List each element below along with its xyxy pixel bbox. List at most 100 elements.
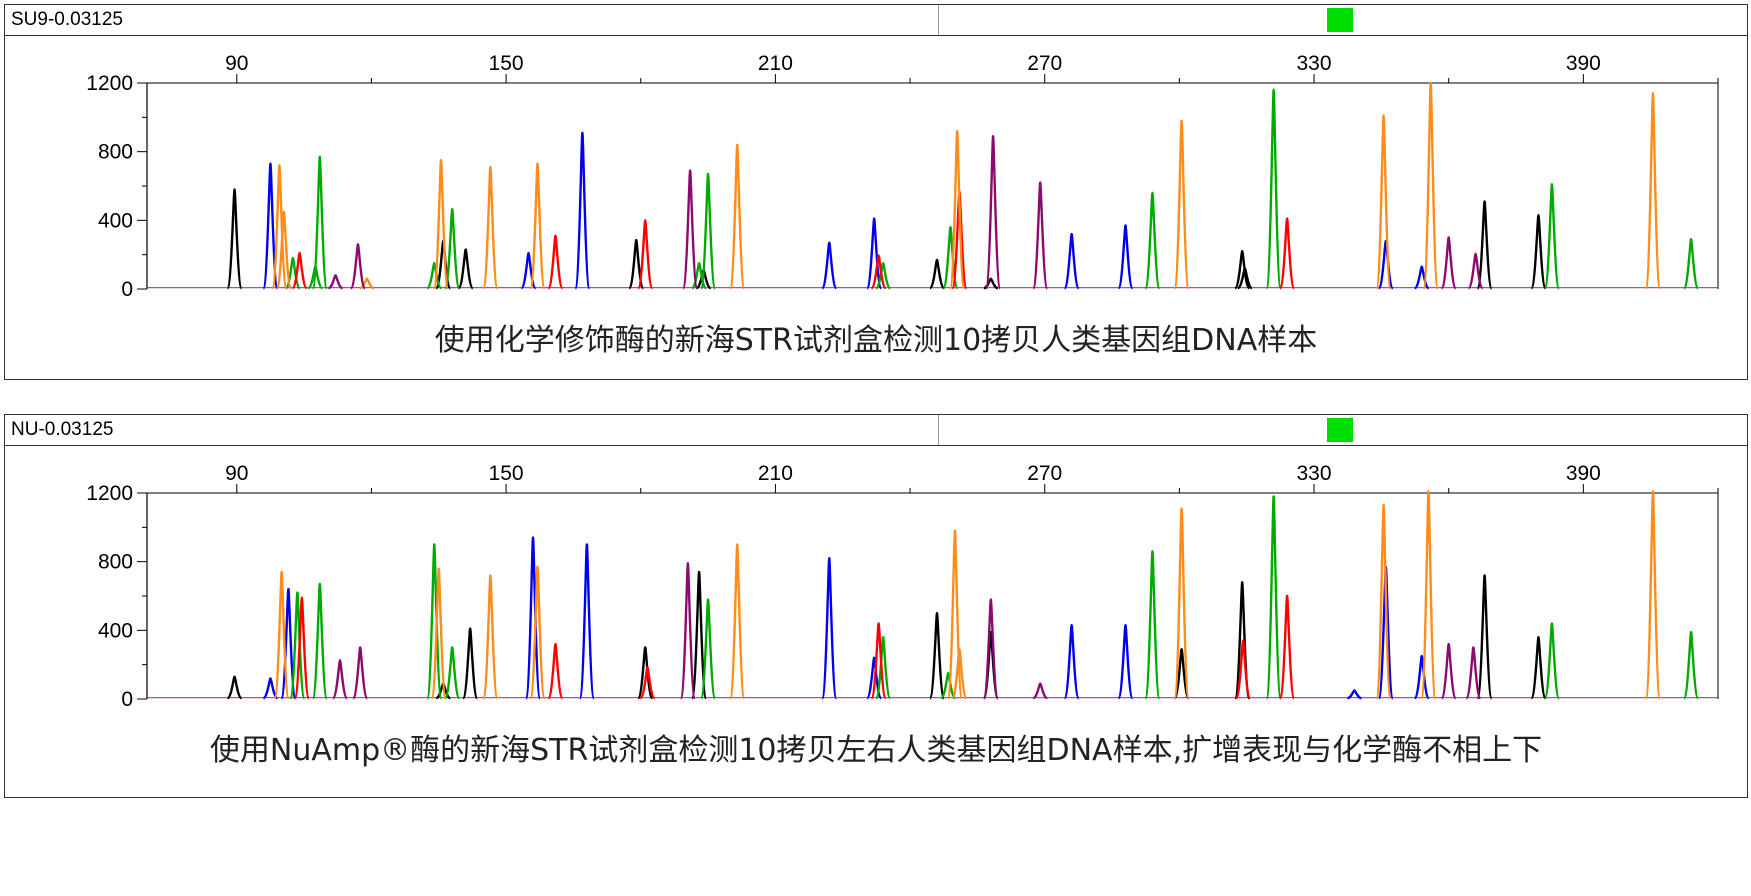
peak-purple — [1032, 682, 1048, 700]
peak-green — [1144, 550, 1161, 700]
peak-green — [1682, 630, 1700, 700]
series-blue — [262, 131, 1430, 290]
peak-blue — [1063, 232, 1080, 290]
panel-1-title-bar: SU9-0.03125 — [5, 5, 1747, 36]
peak-black — [690, 570, 708, 700]
peak-orange — [729, 543, 746, 700]
x-tick-label: 270 — [1027, 52, 1062, 75]
plot-frame — [146, 492, 1719, 699]
peak-green — [699, 598, 717, 700]
peak-orange — [946, 529, 964, 700]
peak-orange — [1375, 503, 1392, 700]
x-tick-label: 210 — [758, 462, 793, 485]
peak-black — [461, 627, 479, 700]
peak-red — [293, 596, 311, 700]
x-tick-label: 90 — [225, 52, 248, 75]
peak-purple — [1440, 642, 1457, 700]
peak-blue — [1377, 239, 1395, 290]
panel-1-green-marker[interactable] — [1327, 8, 1353, 32]
peak-purple — [681, 169, 699, 290]
peak-purple — [1440, 236, 1457, 290]
peak-red — [639, 666, 656, 700]
series-orange — [271, 81, 1662, 290]
x-tick-label: 150 — [489, 462, 524, 485]
peak-orange — [430, 567, 447, 700]
peak-orange — [729, 143, 746, 290]
peak-blue — [1414, 265, 1430, 290]
peak-blue — [1347, 689, 1362, 700]
peak-purple — [328, 274, 344, 290]
peak-red — [291, 251, 308, 290]
peak-purple — [679, 562, 697, 700]
peak-blue — [524, 536, 542, 700]
peak-purple — [1032, 181, 1049, 290]
series-green — [289, 495, 1700, 700]
peak-purple — [331, 659, 349, 700]
peak-orange — [1644, 490, 1662, 700]
peak-orange — [1173, 119, 1190, 290]
peak-orange — [271, 164, 288, 290]
peak-black — [1233, 250, 1251, 290]
peak-purple — [982, 598, 1000, 700]
series-black — [226, 188, 1547, 290]
series-red — [293, 594, 1296, 700]
peak-black — [928, 611, 946, 700]
peak-black — [983, 277, 999, 290]
peak-black — [457, 248, 474, 290]
x-tick-label: 330 — [1297, 462, 1332, 485]
electropherogram-panel-1: SU9-0.03125 90 150 210 270 330 390 0 400 800 1200… — [4, 4, 1748, 380]
peak-red — [637, 219, 654, 290]
y-tick-label: 800 — [98, 141, 133, 164]
series-orange — [273, 490, 1662, 700]
peak-blue — [574, 131, 591, 290]
peak-purple — [1467, 252, 1484, 290]
y-tick-label: 800 — [98, 551, 133, 574]
y-tick-label: 400 — [98, 209, 133, 232]
peak-green — [443, 646, 461, 700]
peak-red — [547, 234, 564, 290]
panel-2-plot: 90 150 210 270 330 390 0 400 800 1200 — [86, 462, 1719, 711]
panel-2-green-marker[interactable] — [1327, 418, 1353, 442]
x-tick-label: 270 — [1027, 462, 1062, 485]
peak-black — [1530, 213, 1547, 290]
peak-blue — [865, 217, 883, 290]
x-tick-label: 150 — [489, 52, 524, 75]
peak-blue — [1063, 623, 1080, 700]
panel-1-title: SU9-0.03125 — [11, 9, 123, 30]
panel-2-title: NU-0.03125 — [11, 419, 114, 440]
y-tick-label: 400 — [98, 619, 133, 642]
x-tick-label: 90 — [225, 462, 248, 485]
peak-blue — [1117, 224, 1134, 290]
peak-black — [226, 675, 243, 700]
peak-purple — [1465, 646, 1482, 700]
x-tick-label: 210 — [758, 52, 793, 75]
peak-black — [1173, 648, 1190, 700]
peak-purple — [984, 135, 1002, 290]
peak-black — [1476, 200, 1493, 290]
peak-orange — [529, 565, 546, 700]
peak-orange — [1173, 507, 1190, 700]
peak-orange — [482, 165, 499, 290]
peak-orange — [948, 129, 966, 290]
peak-red — [1278, 594, 1296, 700]
peak-green — [874, 635, 892, 700]
x-tick-label: 390 — [1566, 462, 1601, 485]
peak-red — [547, 642, 564, 700]
peak-blue — [821, 557, 838, 700]
panel-1-title-divider — [938, 5, 939, 35]
peak-green — [289, 591, 306, 700]
peak-purple — [349, 243, 367, 290]
peak-orange — [1422, 81, 1439, 290]
panel-1-caption: 使用化学修饰酶的新海STR试剂盒检测10拷贝人类基因组DNA样本 — [434, 323, 1318, 358]
peak-black — [637, 646, 654, 700]
peak-red — [1278, 217, 1296, 290]
peak-blue — [578, 543, 596, 700]
y-tick-label: 1200 — [86, 482, 133, 505]
peak-black — [1476, 574, 1493, 700]
peak-green — [1265, 88, 1282, 290]
peak-blue — [821, 241, 838, 290]
peak-orange — [273, 570, 290, 700]
panel-2-title-bar: NU-0.03125 — [5, 415, 1747, 446]
peak-green — [1682, 238, 1700, 290]
series-purple — [328, 135, 1484, 290]
